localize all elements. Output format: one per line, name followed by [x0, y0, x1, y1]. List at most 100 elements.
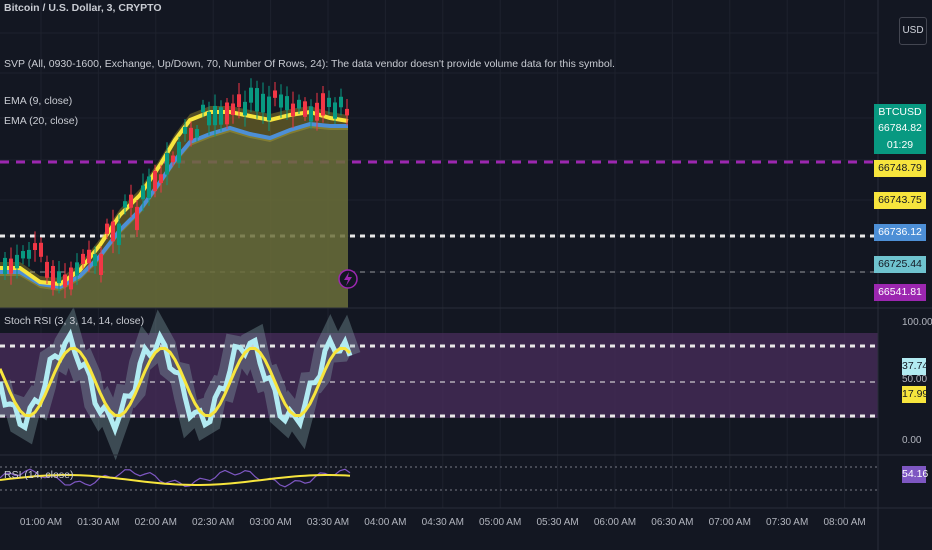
- candle-body: [285, 96, 289, 111]
- candle-body: [333, 102, 337, 119]
- time-axis-label: 02:00 AM: [134, 517, 177, 528]
- candle-body: [213, 105, 217, 126]
- candle-body: [147, 176, 151, 199]
- candle-body: [273, 90, 277, 98]
- candle-body: [93, 254, 97, 266]
- candle-body: [9, 258, 13, 274]
- candle-body: [117, 223, 121, 246]
- candle-body: [243, 101, 247, 116]
- candle-body: [129, 194, 133, 208]
- time-axis-label: 01:30 AM: [77, 517, 120, 528]
- candle-body: [345, 108, 349, 116]
- ema20-legend[interactable]: EMA (20, close): [4, 115, 79, 127]
- candle-body: [69, 267, 73, 290]
- candle-body: [123, 201, 127, 208]
- candle-body: [51, 265, 55, 290]
- candle-body: [81, 253, 85, 264]
- candle-body: [159, 174, 163, 184]
- rsi-value-tag: 54.16: [902, 466, 928, 483]
- time-axis-label: 04:30 AM: [421, 517, 464, 528]
- candle-body: [279, 94, 283, 108]
- candle-body: [321, 93, 325, 116]
- candle-body: [57, 271, 61, 284]
- candle-body: [207, 111, 211, 126]
- candle-body: [195, 129, 199, 138]
- rsi-legend[interactable]: RSI (14, close): [4, 469, 74, 481]
- price-tag: 66736.12: [874, 224, 926, 241]
- candle-body: [249, 87, 253, 103]
- candle-body: [3, 257, 7, 275]
- rsi-plot: [0, 468, 351, 488]
- rsi-line: [0, 468, 351, 488]
- candle-body: [177, 141, 181, 163]
- candle-body: [33, 243, 37, 250]
- lightning-glyph: [344, 272, 352, 286]
- candle-body: [303, 101, 307, 117]
- price-tag: 66748.79: [874, 160, 926, 177]
- candle-body: [201, 104, 205, 113]
- stoch-d-line: [0, 346, 351, 418]
- price-tag: 01:29: [874, 137, 926, 154]
- candle-body: [45, 261, 49, 278]
- time-axis-label: 07:00 AM: [708, 517, 751, 528]
- stoch-value-tag: 37.74: [902, 358, 928, 375]
- price-tag: 66784.82: [874, 120, 926, 137]
- time-axis-label: 05:00 AM: [479, 517, 522, 528]
- candle-body: [291, 103, 295, 117]
- time-axis-label: 02:30 AM: [192, 517, 235, 528]
- time-axis-label: 03:30 AM: [306, 517, 350, 528]
- time-axis-label: 04:00 AM: [364, 517, 407, 528]
- candle-body: [15, 254, 19, 269]
- time-axis-label: 03:00 AM: [249, 517, 292, 528]
- candle-body: [261, 93, 265, 113]
- price-tag: 66743.75: [874, 192, 926, 209]
- candle-body: [153, 170, 157, 192]
- time-axis-label: 06:00 AM: [593, 517, 637, 528]
- stoch-axis-100: 100.00: [902, 317, 932, 328]
- candle-body: [189, 127, 193, 141]
- ema9-line: [0, 109, 349, 287]
- candle-body: [99, 253, 103, 275]
- candle-body: [231, 103, 235, 115]
- candle-body: [111, 221, 115, 242]
- symbol-title[interactable]: Bitcoin / U.S. Dollar, 3, CRYPTO: [4, 2, 162, 14]
- time-axis-label: 07:30 AM: [766, 517, 809, 528]
- price-chart: [0, 78, 349, 308]
- candle-body: [39, 242, 43, 257]
- stoch-rsi-legend[interactable]: Stoch RSI (3, 3, 14, 14, close): [4, 315, 145, 327]
- time-axis-label: 05:30 AM: [536, 517, 579, 528]
- time-axis-label: 06:30 AM: [651, 517, 694, 528]
- price-tag: BTCUSD: [874, 104, 926, 121]
- candle-body: [219, 107, 223, 125]
- candle-body: [255, 88, 259, 112]
- stoch-axis-0: 0.00: [902, 435, 922, 446]
- candle-body: [135, 206, 139, 231]
- candle-body: [327, 97, 331, 108]
- candle-body: [63, 274, 67, 287]
- candle-body: [315, 102, 319, 121]
- time-axis-label: 01:00 AM: [19, 517, 63, 528]
- candle-body: [171, 155, 175, 163]
- candle-body: [75, 262, 79, 276]
- candle-body: [309, 106, 313, 122]
- candle-body: [27, 249, 31, 259]
- price-tag: 66541.81: [874, 284, 926, 301]
- currency-button[interactable]: USD: [899, 17, 927, 45]
- ema-area-fill: [0, 124, 348, 308]
- candle-body: [183, 126, 187, 134]
- candle-body: [297, 99, 301, 109]
- candle-body: [21, 251, 25, 259]
- candle-body: [237, 94, 241, 108]
- candle-body: [105, 223, 109, 234]
- candle-body: [225, 102, 229, 125]
- candle-body: [165, 152, 169, 175]
- candle-body: [87, 249, 91, 264]
- stoch-value-tag: 17.99: [902, 386, 928, 403]
- time-axis-label: 08:00 AM: [823, 517, 866, 528]
- candle-body: [141, 185, 145, 200]
- price-tag: 66725.44: [874, 256, 926, 273]
- ema9-legend[interactable]: EMA (9, close): [4, 95, 73, 107]
- candle-body: [339, 96, 343, 108]
- svp-legend[interactable]: SVP (All, 0930-1600, Exchange, Up/Down, …: [4, 58, 615, 70]
